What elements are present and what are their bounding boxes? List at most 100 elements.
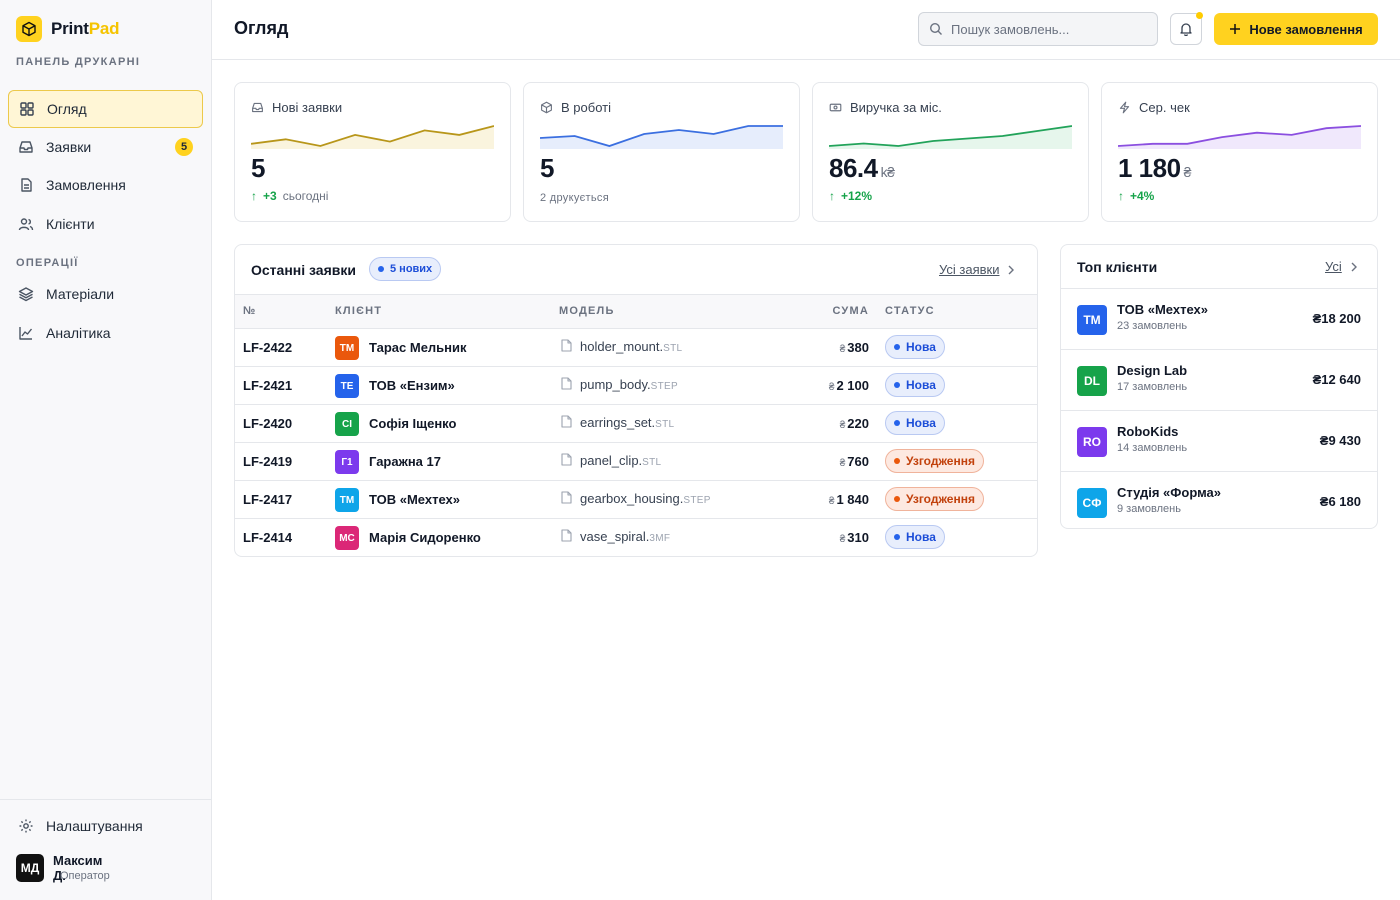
sidebar: PrintPad ПАНЕЛЬ ДРУКАРНІ Огляд Заявки 5 … <box>0 0 212 900</box>
status-badge: Нова <box>885 525 945 549</box>
operations-section-title: ОПЕРАЦІЇ <box>16 257 79 269</box>
new-order-button[interactable]: Нове замовлення <box>1214 13 1378 45</box>
sparkline <box>829 125 1072 149</box>
table-row[interactable]: LF-2414 МС Марія Сидоренко vase_spiral.3MF ₴… <box>235 519 1037 556</box>
sparkline-area <box>829 126 1072 149</box>
sidebar-item-label: Матеріали <box>46 286 115 302</box>
requests-count-badge: 5 <box>175 138 193 156</box>
table-row[interactable]: LF-2419 Г1 Гаражна 17 panel_clip.STL ₴ 760 Узг… <box>235 443 1037 481</box>
order-sum: ₴ 310 <box>839 530 869 545</box>
stat-delta: ↑ +12% <box>829 189 873 203</box>
status-badge: Узгодження <box>885 449 984 473</box>
model-file[interactable]: panel_clip.STL <box>580 453 662 468</box>
order-id: LF-2419 <box>243 454 293 469</box>
user-name: Максим Д. <box>53 853 103 883</box>
client-name: Софія Іщенко <box>369 416 457 431</box>
list-item[interactable]: СФ Студія «Форма» 9 замовлень ₴6 180 <box>1061 471 1377 528</box>
bolt-icon <box>1118 101 1131 114</box>
list-item[interactable]: DL Design Lab 17 замовлень ₴12 640 <box>1061 349 1377 410</box>
client-avatar: ТМ <box>335 336 359 360</box>
sidebar-item-label: Аналітика <box>46 325 111 341</box>
sparkline <box>251 125 494 149</box>
sidebar-item-clients[interactable]: Клієнти <box>8 205 203 243</box>
search-box[interactable] <box>918 12 1158 46</box>
sparkline <box>540 125 783 149</box>
recent-orders-panel: Останні заявки 5 нових Усі заявки № КЛІЄ… <box>234 244 1038 557</box>
sparkline <box>1118 125 1361 149</box>
client-total: ₴12 640 <box>1312 372 1361 387</box>
table-row[interactable]: LF-2422 ТМ Тарас Мельник holder_mount.STL ₴ 3… <box>235 329 1037 367</box>
sidebar-item-analytics[interactable]: Аналітика <box>8 314 203 352</box>
client-name: RoboKids <box>1117 424 1179 439</box>
order-id: LF-2414 <box>243 530 293 545</box>
gear-icon <box>18 818 34 834</box>
notifications-button[interactable] <box>1170 12 1203 45</box>
status-badge: Узгодження <box>885 487 984 511</box>
sparkline-line <box>540 125 783 147</box>
model-file[interactable]: holder_mount.STL <box>580 339 683 354</box>
table-row[interactable]: LF-2420 СІ Софія Іщенко earrings_set.STL ₴ 22… <box>235 405 1037 443</box>
sidebar-item-settings[interactable]: Налаштування <box>8 807 203 845</box>
client-name: Гаражна 17 <box>369 454 441 469</box>
cube-logo-icon <box>16 16 42 42</box>
order-id: LF-2420 <box>243 416 293 431</box>
client-avatar: СІ <box>335 412 359 436</box>
file-icon <box>561 453 572 471</box>
sidebar-item-requests[interactable]: Заявки 5 <box>8 128 203 166</box>
all-requests-link[interactable]: Усі заявки <box>939 262 1015 277</box>
stat-card-new-requests: Нові заявки 5 ↑ +3 сьогодні <box>234 82 511 222</box>
list-item[interactable]: RO RoboKids 14 замовлень ₴9 430 <box>1061 410 1377 471</box>
user-role: Оператор <box>60 870 110 882</box>
avatar[interactable]: МД <box>16 854 44 882</box>
sidebar-item-label: Огляд <box>47 101 87 117</box>
sidebar-item-materials[interactable]: Матеріали <box>8 275 203 313</box>
stat-value: 1 180 ₴ <box>1118 153 1191 183</box>
sidebar-item-orders[interactable]: Замовлення <box>8 166 203 204</box>
sidebar-item-label: Заявки <box>46 139 92 155</box>
order-sum: ₴ 1 840 <box>828 492 869 507</box>
order-sum: ₴ 760 <box>839 454 869 469</box>
search-input[interactable] <box>951 21 1151 37</box>
sidebar-item-label: Замовлення <box>46 177 126 193</box>
plus-icon <box>1229 23 1241 35</box>
new-count-badge: 5 нових <box>369 257 442 281</box>
sparkline-line <box>829 125 1072 147</box>
all-clients-link[interactable]: Усі <box>1325 259 1358 274</box>
arrow-up-icon: ↑ <box>1118 189 1124 203</box>
stat-label: Сер. чек <box>1118 100 1190 115</box>
model-file[interactable]: gearbox_housing.STEP <box>580 491 711 506</box>
notification-dot <box>1196 12 1203 19</box>
sidebar-divider <box>0 799 211 800</box>
table-row[interactable]: LF-2421 ТЕ ТОВ «Ензим» pump_body.STEP ₴ 2 100… <box>235 367 1037 405</box>
model-file[interactable]: earrings_set.STL <box>580 415 675 430</box>
file-icon <box>561 491 572 509</box>
sidebar-item-overview[interactable]: Огляд <box>8 90 203 128</box>
table-row[interactable]: LF-2417 ТМ ТОВ «Мехтех» gearbox_housing.STE… <box>235 481 1037 519</box>
client-name: Тарас Мельник <box>369 340 467 355</box>
client-name: Марія Сидоренко <box>369 530 481 545</box>
stat-value: 86.4 k₴ <box>829 153 895 183</box>
file-icon <box>561 377 572 395</box>
brand[interactable]: PrintPad <box>16 16 120 42</box>
stat-label: Нові заявки <box>251 100 342 115</box>
sparkline-line <box>1118 125 1361 147</box>
client-avatar: RO <box>1077 427 1107 457</box>
client-name: ТОВ «Мехтех» <box>1117 302 1208 317</box>
inbox-icon <box>18 139 34 155</box>
brand-name: PrintPad <box>51 19 120 38</box>
client-avatar: МС <box>335 526 359 550</box>
page-title: Огляд <box>234 18 289 38</box>
order-id: LF-2422 <box>243 340 293 355</box>
recent-orders-title: Останні заявки <box>251 262 356 278</box>
inbox-icon <box>251 101 264 114</box>
client-avatar: Г1 <box>335 450 359 474</box>
column-header: МОДЕЛЬ <box>559 305 615 317</box>
arrow-up-icon: ↑ <box>251 189 257 203</box>
bell-icon <box>1179 22 1193 36</box>
list-item[interactable]: ТМ ТОВ «Мехтех» 23 замовлень ₴18 200 <box>1061 288 1377 349</box>
column-header: № <box>243 305 257 317</box>
order-sum: ₴ 380 <box>839 340 869 355</box>
model-file[interactable]: pump_body.STEP <box>580 377 678 392</box>
model-file[interactable]: vase_spiral.3MF <box>580 529 671 544</box>
new-order-label: Нове замовлення <box>1249 21 1363 37</box>
